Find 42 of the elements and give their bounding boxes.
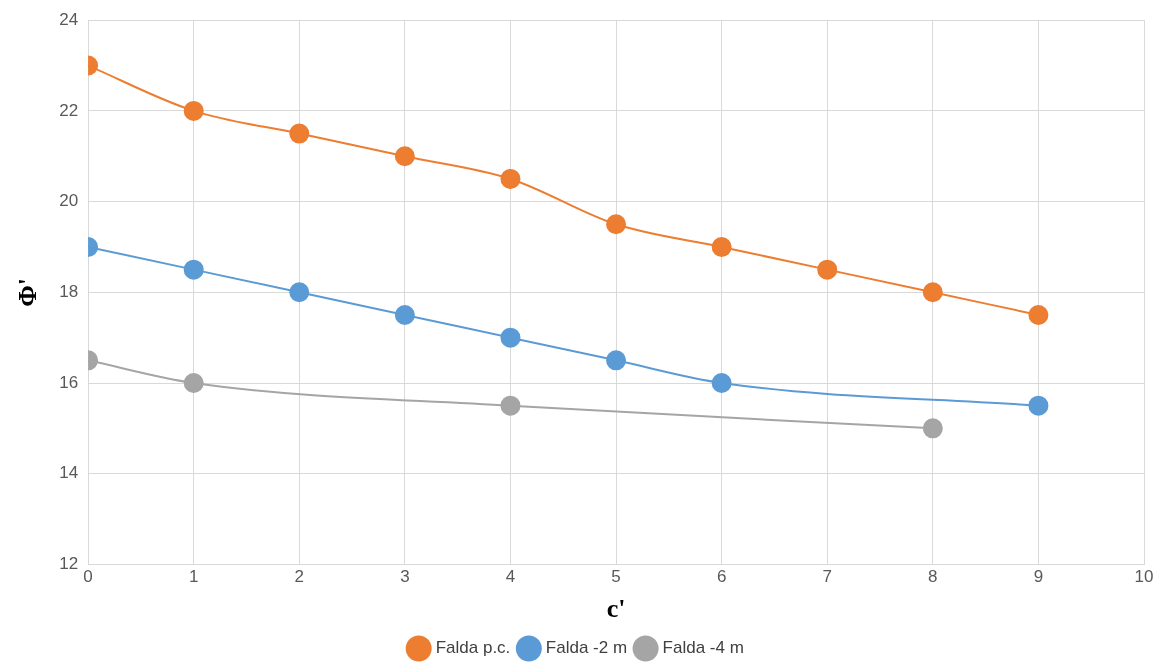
x-tick-label: 9 xyxy=(1033,567,1044,587)
point xyxy=(183,100,204,121)
point xyxy=(1028,395,1049,416)
x-tick-label: 4 xyxy=(505,567,516,587)
y-tick-label: 24 xyxy=(59,9,79,29)
point xyxy=(817,259,838,280)
x-tick-label: 8 xyxy=(928,567,938,587)
x-tick-label: 10 xyxy=(1134,567,1154,587)
point xyxy=(711,236,732,257)
legend-label: Falda -2 m xyxy=(545,638,628,658)
y-tick-label: 12 xyxy=(59,554,79,574)
point xyxy=(183,373,204,393)
point xyxy=(1028,304,1049,325)
x-tick-label: 3 xyxy=(400,567,410,587)
legend-label: Falda -4 m xyxy=(662,638,744,658)
y-tick-label: 18 xyxy=(59,281,79,301)
point xyxy=(606,214,627,235)
y-axis-title: Φ' xyxy=(13,277,43,307)
point xyxy=(922,282,943,303)
y-tick-label: 22 xyxy=(59,100,79,120)
x-tick-label: 2 xyxy=(294,567,305,587)
point xyxy=(394,146,415,167)
x-tick-label: 6 xyxy=(716,567,727,587)
y-tick-label: 16 xyxy=(59,372,79,392)
point xyxy=(289,123,310,144)
point xyxy=(394,304,415,325)
x-tick-label: 5 xyxy=(611,567,621,587)
point xyxy=(500,327,521,348)
point xyxy=(183,259,204,280)
y-tick-label: 20 xyxy=(59,191,79,211)
legend-label: Falda p.c. xyxy=(435,638,511,658)
x-tick-label: 1 xyxy=(188,567,199,587)
point xyxy=(289,282,310,303)
x-tick-label: 7 xyxy=(822,567,832,587)
point xyxy=(500,168,521,189)
y-tick-label: 14 xyxy=(59,463,79,483)
point xyxy=(500,395,521,416)
point xyxy=(606,350,627,371)
x-tick-label: 0 xyxy=(83,567,93,587)
x-axis-title: c' xyxy=(606,594,626,624)
point xyxy=(711,373,732,393)
point xyxy=(922,418,943,439)
